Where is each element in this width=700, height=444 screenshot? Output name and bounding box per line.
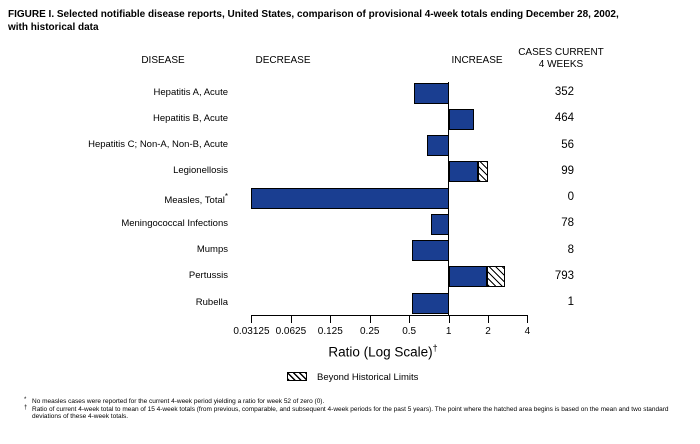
axis-tick bbox=[409, 315, 411, 323]
axis-tick bbox=[448, 315, 450, 323]
ratio-bar bbox=[413, 82, 449, 104]
axis-tick bbox=[330, 315, 332, 323]
disease-label: Hepatitis A, Acute bbox=[153, 86, 228, 98]
footnote-ratio: † Ratio of current 4-week total to mean … bbox=[24, 404, 684, 421]
footnotes: * No measles cases were reported for the… bbox=[24, 397, 684, 421]
column-header-disease: DISEASE bbox=[141, 55, 185, 66]
x-axis-title: Ratio (Log Scale)† bbox=[328, 343, 437, 360]
footnote-measles-text: No measles cases were reported for the c… bbox=[32, 398, 325, 405]
disease-label: Measles, Total* bbox=[164, 191, 228, 206]
axis-tick bbox=[488, 315, 490, 323]
disease-label: Hepatitis C; Non-A, Non-B, Acute bbox=[88, 139, 228, 150]
ratio-bar bbox=[412, 292, 449, 314]
tick-label: 0.5 bbox=[402, 326, 417, 337]
disease-label: Meningococcal Infections bbox=[121, 217, 228, 229]
ratio-bar bbox=[251, 187, 449, 209]
footnote-marker-asterisk: * bbox=[24, 397, 27, 403]
beyond-limit-hatch bbox=[486, 266, 506, 288]
disease-label: Pertussis bbox=[188, 270, 228, 282]
cases-value: 99 bbox=[561, 164, 574, 177]
ratio-bar bbox=[412, 240, 449, 261]
footnote-measles: * No measles cases were reported for the… bbox=[24, 397, 684, 406]
tick-label: 1 bbox=[445, 326, 452, 337]
cases-value: 1 bbox=[567, 296, 574, 308]
tick-label: 2 bbox=[485, 326, 491, 337]
dagger-footnote-marker: † bbox=[432, 343, 438, 353]
ratio-bar bbox=[448, 266, 487, 288]
x-axis-title-text: Ratio (Log Scale) bbox=[328, 344, 433, 360]
x-axis-line bbox=[251, 315, 528, 316]
figure-title-line1: FIGURE I. Selected notifiable disease re… bbox=[8, 9, 619, 20]
ratio-bar bbox=[448, 161, 479, 183]
cases-value: 78 bbox=[561, 217, 574, 230]
disease-label: Mumps bbox=[196, 244, 228, 255]
ratio-bar bbox=[431, 213, 449, 235]
axis-tick bbox=[290, 315, 292, 323]
column-header-increase: INCREASE bbox=[451, 55, 503, 66]
tick-label: 0.125 bbox=[317, 326, 343, 337]
footnote-marker-dagger: † bbox=[24, 404, 28, 411]
cases-value: 464 bbox=[554, 112, 574, 125]
cases-value: 56 bbox=[561, 138, 574, 151]
axis-tick bbox=[251, 315, 253, 323]
figure-title: FIGURE I. Selected notifiable disease re… bbox=[8, 8, 698, 34]
cases-value: 352 bbox=[554, 86, 574, 98]
disease-label: Hepatitis B, Acute bbox=[153, 112, 228, 124]
ratio-bar bbox=[448, 108, 475, 130]
axis-tick bbox=[527, 315, 529, 323]
column-header-cases-line1: CASES CURRENT bbox=[518, 47, 604, 58]
column-header-decrease: DECREASE bbox=[255, 55, 311, 66]
ratio-bar bbox=[427, 135, 449, 156]
tick-label: 4 bbox=[524, 326, 531, 337]
tick-label: 0.03125 bbox=[233, 326, 270, 337]
asterisk-footnote-marker: * bbox=[224, 191, 228, 201]
baseline-ratio-1 bbox=[448, 82, 449, 315]
tick-label: 0.25 bbox=[360, 326, 380, 337]
disease-label: Rubella bbox=[195, 296, 228, 308]
tick-label: 0.0625 bbox=[275, 326, 307, 337]
legend-hatch-swatch bbox=[287, 372, 307, 381]
column-header-cases-line2: 4 WEEKS bbox=[538, 59, 584, 70]
beyond-limit-hatch bbox=[478, 161, 489, 183]
cases-value: 8 bbox=[567, 243, 574, 256]
legend-label: Beyond Historical Limits bbox=[317, 372, 419, 383]
cases-value: 0 bbox=[567, 191, 574, 203]
cases-value: 793 bbox=[554, 269, 574, 282]
axis-tick bbox=[369, 315, 371, 323]
disease-label: Legionellosis bbox=[173, 165, 228, 177]
footnote-ratio-text: Ratio of current 4-week total to mean of… bbox=[32, 405, 669, 421]
figure-title-line2: with historical data bbox=[8, 22, 99, 33]
